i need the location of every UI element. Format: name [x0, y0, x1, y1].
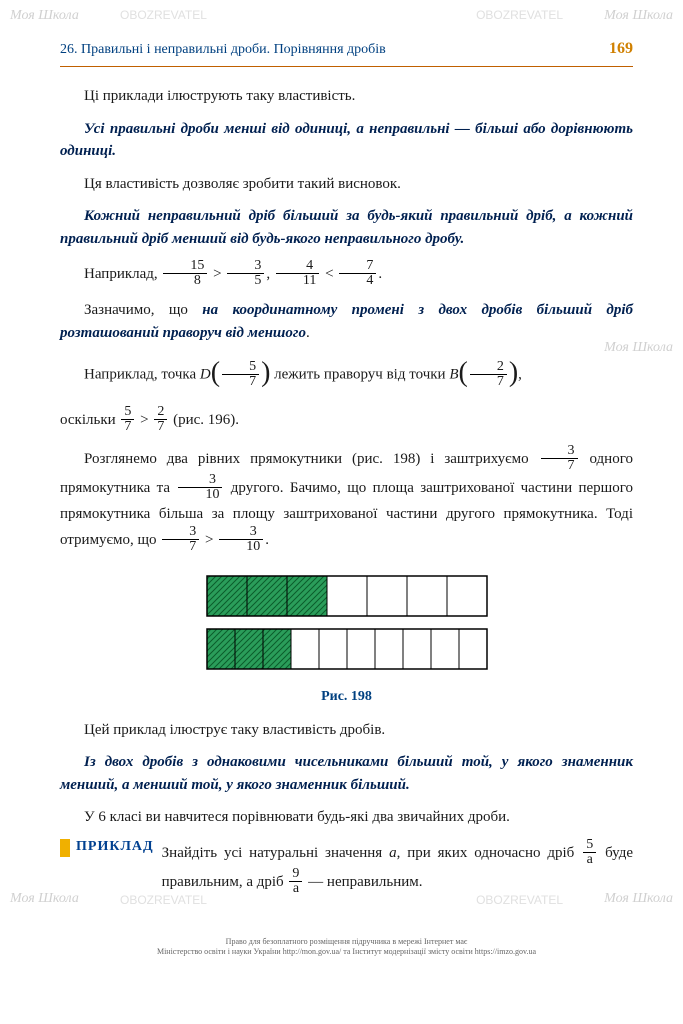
point-label: D	[200, 366, 211, 382]
text-run: Наприклад, точка	[84, 366, 200, 382]
example-paragraph: Знайдіть усі натуральні значення a, при …	[162, 839, 633, 897]
text-run: Розглянемо два рівних прямокутники (рис.…	[84, 451, 539, 467]
fraction: 35	[227, 259, 264, 288]
text-run: лежить праворуч від точки	[274, 366, 449, 382]
footer-line: Міністерство освіти і науки України http…	[60, 947, 633, 957]
page-header: 26. Правильні і неправильні дроби. Порів…	[60, 40, 633, 58]
example-label: ПРИКЛАД	[76, 839, 154, 855]
text-run: .	[306, 325, 310, 341]
body-text: У 6 класі ви навчитеся порівнювати будь-…	[60, 806, 633, 829]
body-text: Зазначимо, що на координатному промені з…	[60, 299, 633, 344]
example-expression: Наприклад, 158 > 35, 411 < 74.	[60, 260, 633, 289]
fraction: 37	[541, 444, 578, 473]
body-text: Розглянемо два рівних прямокутники (рис.…	[60, 445, 633, 555]
page-content: 26. Правильні і неправильні дроби. Порів…	[0, 0, 683, 987]
fraction: 74	[339, 259, 376, 288]
body-text: Цей приклад ілюструє таку властивість др…	[60, 719, 633, 742]
gold-bar-icon	[60, 839, 70, 857]
fraction: 37	[162, 525, 199, 554]
page-number: 169	[609, 40, 633, 58]
figure-caption: Рис. 198	[60, 689, 633, 705]
paren-icon: )	[509, 357, 518, 388]
footer-line: Право для безоплатного розміщення підруч…	[60, 937, 633, 947]
text-run: — неправильним.	[308, 873, 422, 889]
fraction: 310	[219, 525, 263, 554]
body-text: Ці приклади ілюструють таку властивість.	[60, 85, 633, 108]
fraction: 57	[121, 405, 134, 434]
fraction: 411	[276, 259, 319, 288]
fraction: 5a	[583, 838, 596, 867]
body-text: оскільки 57 > 27 (рис. 196).	[60, 406, 633, 435]
text-run: Наприклад,	[84, 266, 161, 282]
variable: a	[389, 844, 397, 860]
fraction: 9a	[289, 867, 302, 896]
fraction: 57	[222, 360, 259, 389]
paren-icon: )	[261, 357, 270, 388]
section-number: 26.	[60, 42, 78, 57]
rectangles-diagram	[197, 571, 497, 681]
text-run: Зазначимо, що	[84, 302, 202, 318]
body-text: Наприклад, точка D(57) лежить праворуч в…	[60, 354, 633, 396]
example-body: Знайдіть усі натуральні значення a, при …	[162, 839, 633, 907]
text-run: Знайдіть усі натуральні значення	[162, 844, 389, 860]
header-rule	[60, 66, 633, 67]
property-text: Усі правильні дроби менші від одиниці, а…	[60, 118, 633, 163]
text-run: (рис. 196).	[173, 412, 239, 428]
body-text: Ця властивість дозволяє зробити такий ви…	[60, 173, 633, 196]
fraction: 27	[470, 360, 507, 389]
text-run: ,	[518, 366, 522, 382]
conclusion-text: Кожний неправильний дріб більший за будь…	[60, 205, 633, 250]
fraction: 27	[154, 405, 167, 434]
section-title: 26. Правильні і неправильні дроби. Порів…	[60, 42, 386, 58]
paren-icon: (	[211, 357, 220, 388]
section-name: Правильні і неправильні дроби. Порівнянн…	[81, 42, 386, 57]
paren-icon: (	[458, 357, 467, 388]
fraction: 158	[163, 259, 207, 288]
text-run: оскільки	[60, 412, 119, 428]
text-run: , при яких одночасно дріб	[397, 844, 582, 860]
figure-198	[60, 571, 633, 681]
footer-text: Право для безоплатного розміщення підруч…	[60, 937, 633, 958]
fraction: 310	[178, 473, 222, 502]
text-run: .	[265, 531, 269, 547]
example-block: ПРИКЛАД Знайдіть усі натуральні значення…	[60, 839, 633, 907]
property-text: Із двох дробів з однаковими чисельниками…	[60, 751, 633, 796]
